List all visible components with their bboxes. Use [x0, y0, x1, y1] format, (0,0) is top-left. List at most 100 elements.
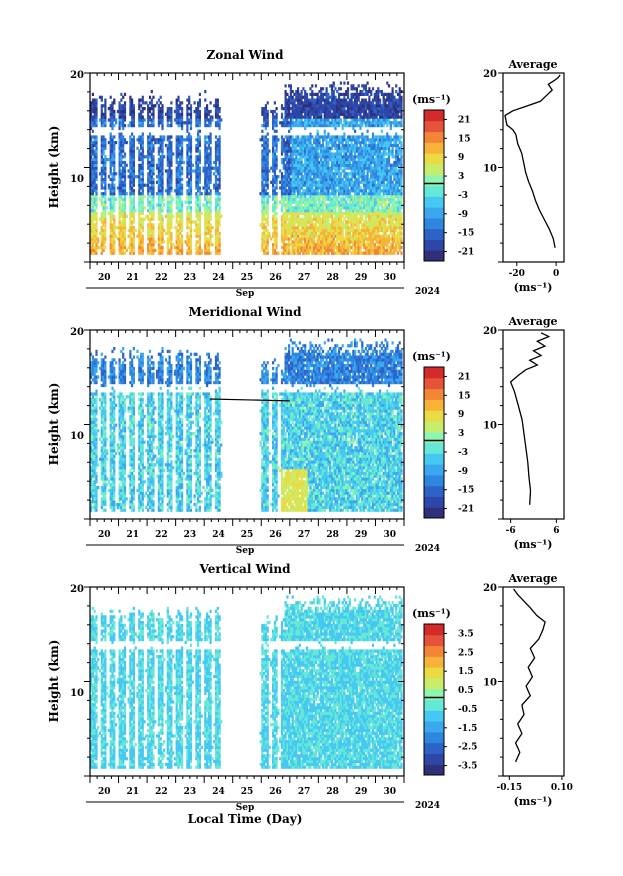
heatmap-cell [161, 192, 164, 196]
heatmap-cell [325, 109, 328, 114]
heatmap-cell [314, 180, 317, 184]
heatmap-cell [266, 223, 269, 227]
heatmap-cell [318, 248, 321, 252]
heatmap-cell [181, 166, 184, 170]
heatmap-cell [207, 197, 210, 201]
heatmap-cell [280, 138, 284, 142]
heatmap-cell [309, 206, 312, 210]
heatmap-cell [325, 90, 328, 94]
heatmap-cell [113, 166, 116, 170]
heatmap-cell [195, 209, 198, 213]
heatmap-cell [321, 206, 325, 210]
heatmap-cell [297, 217, 300, 221]
heatmap-cell [338, 228, 341, 233]
heatmap-cell [90, 160, 93, 165]
heatmap-cell [316, 245, 319, 250]
heatmap-cell [345, 155, 348, 159]
heatmap-cell [150, 180, 153, 184]
heatmap-cell [286, 189, 289, 193]
heatmap-cell [316, 163, 319, 167]
heatmap-cell [330, 180, 334, 184]
heatmap-cell [284, 180, 287, 184]
heatmap-cell [332, 177, 335, 182]
heatmap-cell [91, 146, 94, 150]
heatmap-cell [109, 234, 112, 238]
heatmap-cell [334, 118, 337, 122]
heatmap-cell [309, 186, 312, 190]
heatmap-cell [332, 200, 335, 204]
heatmap-cell [338, 149, 341, 153]
heatmap-cell [168, 240, 171, 244]
heatmap-cell [197, 155, 200, 159]
heatmap-cell [352, 228, 355, 233]
heatmap-cell [313, 101, 316, 105]
heatmap-cell [91, 248, 94, 252]
heatmap-cell [159, 209, 162, 213]
heatmap-cell [206, 192, 209, 196]
heatmap-cell [206, 155, 209, 159]
heatmap-cell [111, 152, 114, 156]
heatmap-cell [352, 146, 355, 150]
heatmap-cell [288, 135, 291, 139]
heatmap-cell [291, 118, 294, 122]
heatmap-cell [104, 98, 107, 102]
heatmap-cell [206, 251, 209, 255]
heatmap-cell [140, 211, 143, 216]
heatmap-cell [286, 163, 289, 167]
heatmap-cell [275, 175, 278, 179]
heatmap-cell [100, 251, 103, 255]
heatmap-cell [275, 163, 278, 167]
heatmap-cell [345, 163, 348, 167]
heatmap-cell [157, 214, 160, 218]
heatmap-cell [198, 203, 201, 207]
heatmap-cell [189, 169, 193, 173]
heatmap-cell [122, 124, 125, 128]
heatmap-cell [336, 115, 339, 119]
heatmap-cell [179, 107, 182, 111]
heatmap-cell [111, 101, 114, 105]
heatmap-cell [346, 135, 350, 139]
heatmap-cell [91, 143, 94, 148]
heatmap-cell [181, 158, 184, 162]
heatmap-cell [127, 175, 130, 179]
heatmap-cell [305, 245, 309, 250]
heatmap-cell [332, 109, 335, 114]
heatmap-cell [150, 228, 153, 233]
heatmap-cell [329, 223, 332, 227]
heatmap-cell [163, 155, 166, 159]
heatmap-cell [295, 107, 298, 111]
heatmap-cell [206, 211, 209, 216]
heatmap-cell [323, 152, 326, 156]
heatmap-cell [314, 112, 317, 116]
heatmap-cell [280, 107, 284, 111]
heatmap-cell [336, 214, 339, 218]
heatmap-cell [209, 118, 212, 122]
heatmap-cell [330, 98, 334, 102]
heatmap-cell [348, 124, 351, 128]
heatmap-cell [148, 152, 152, 156]
heatmap-cell [118, 189, 121, 193]
heatmap-cell [132, 209, 135, 213]
heatmap-cell [361, 228, 364, 233]
heatmap-cell [273, 223, 276, 227]
heatmap-cell [359, 234, 362, 238]
heatmap-cell [147, 141, 150, 145]
heatmap-cell [275, 177, 278, 182]
heatmap-cell [275, 203, 278, 207]
heatmap-cell [123, 203, 127, 207]
heatmap-cell [272, 166, 275, 170]
heatmap-cell [305, 104, 309, 108]
heatmap-cell [343, 243, 346, 247]
heatmap-cell [330, 107, 334, 111]
heatmap-cell [123, 237, 127, 241]
heatmap-cell [91, 160, 94, 165]
heatmap-cell [129, 183, 132, 187]
heatmap-cell [343, 240, 346, 244]
heatmap-cell [193, 169, 196, 173]
heatmap-cell [195, 177, 198, 182]
heatmap-cell [93, 163, 96, 167]
heatmap-cell [100, 234, 103, 238]
heatmap-cell [302, 248, 305, 252]
heatmap-cell [354, 143, 357, 148]
heatmap-cell [325, 223, 328, 227]
